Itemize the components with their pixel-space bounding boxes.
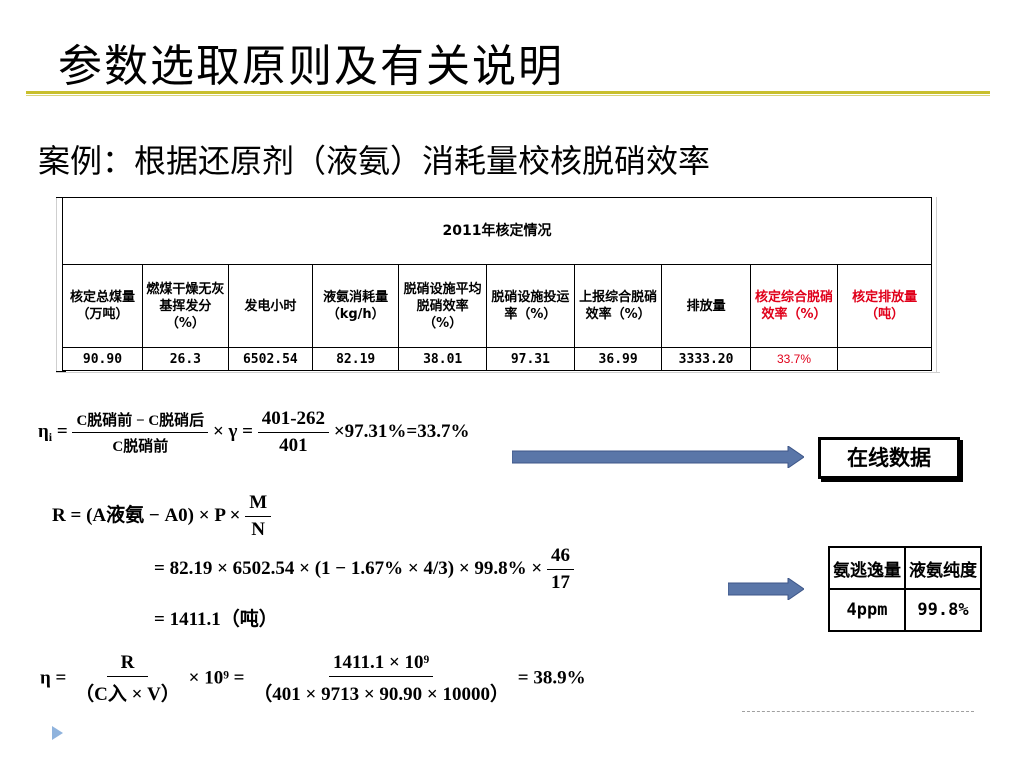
cell-hours: 6502.54 [227, 347, 314, 371]
table-row: 氨逃逸量 液氨纯度 [828, 546, 982, 590]
formula-efficiency-final: η = R （C入 × V） × 10⁹ = 1411.1 × 10⁹ （401… [40, 652, 586, 706]
cell-total-coal: 90.90 [62, 347, 143, 371]
verification-table: 2011年核定情况 核定总煤量（万吨） 燃煤干燥无灰基挥发分（%） 发电小时 液… [62, 197, 932, 371]
formula1-mult: × γ = [212, 420, 253, 442]
formula1-frac2-num: 401-262 [257, 408, 330, 433]
online-data-label: 在线数据 [818, 437, 960, 479]
header-verified-emission: 核定排放量（吨） [837, 264, 932, 348]
formula2-frac2-den: 17 [550, 572, 570, 593]
formula3-fraction2: 1411.1 × 10⁹ （401 × 9713 × 90.90 × 10000… [249, 652, 513, 706]
formula2-fraction2: 46 17 [546, 545, 574, 594]
formula3-frac2-den: （401 × 9713 × 90.90 × 10000） [253, 684, 509, 705]
formula-efficiency-concentration: ηi = C脱硝前 − C脱硝后 C脱硝前 × γ = 401-262 401 … [38, 408, 470, 457]
cell-verified-efficiency: 33.7% [749, 347, 839, 371]
page-title: 参数选取原则及有关说明 [58, 41, 564, 92]
mini-cell-ammonia-purity: 99.8% [904, 588, 982, 632]
table-header-row: 核定总煤量（万吨） 燃煤干燥无灰基挥发分（%） 发电小时 液氨消耗量（kg/h）… [62, 264, 932, 348]
header-avg-efficiency: 脱硝设施平均脱硝效率（%） [398, 264, 488, 348]
cell-reported-efficiency: 36.99 [573, 347, 663, 371]
formula2-frac-den: N [251, 519, 266, 540]
formula2-lhs: R = [52, 504, 82, 526]
formula1-lhs-sub: i [48, 429, 53, 444]
header-volatile: 燃煤干燥无灰基挥发分（%） [141, 264, 229, 348]
grid-line [56, 371, 66, 372]
grid-line [56, 197, 66, 198]
formula2-fraction: M N [245, 492, 272, 541]
title-underline [26, 91, 990, 94]
formula1-lhs: η [38, 420, 49, 442]
formula2-frac-num: M [245, 492, 272, 517]
cell-volatile: 26.3 [141, 347, 229, 371]
formula3-result: = 38.9% [517, 667, 586, 689]
formula1-den: C脱硝前 [112, 439, 169, 455]
header-ammonia: 液氨消耗量（kg/h） [312, 264, 400, 348]
arrow-right-icon [728, 578, 804, 600]
case-description: 案例：根据还原剂（液氨）消耗量校核脱硝效率 [38, 142, 711, 180]
formula-reductant-line2: = 82.19 × 6502.54 × (1 − 1.67% × 4/3) × … [154, 545, 574, 594]
mini-cell-ammonia-slip: 4ppm [828, 588, 906, 632]
formula3-frac1-den: （C入 × V） [75, 684, 180, 705]
grid-line [56, 372, 940, 373]
arrow-right-icon [512, 446, 804, 468]
formula1-fraction: C脱硝前 − C脱硝后 C脱硝前 [72, 409, 209, 456]
online-params-table: 氨逃逸量 液氨纯度 4ppm 99.8% [828, 546, 982, 632]
formula3-frac1-num: R [106, 652, 149, 677]
formula3-fraction1: R （C入 × V） [71, 652, 184, 706]
formula1-frac2-den: 401 [279, 435, 308, 456]
formula3-lhs: η = [40, 667, 67, 689]
grid-line [56, 197, 57, 373]
header-hours: 发电小时 [227, 264, 314, 348]
header-total-coal: 核定总煤量（万吨） [62, 264, 143, 348]
formula1-num: C脱硝前 − C脱硝后 [72, 409, 209, 433]
header-reported-efficiency: 上报综合脱硝效率（%） [573, 264, 663, 348]
cell-verified-emission [837, 347, 932, 371]
formula2-line2: = 82.19 × 6502.54 × (1 − 1.67% × 4/3) × … [154, 557, 543, 579]
header-verified-efficiency: 核定综合脱硝效率（%） [749, 264, 839, 348]
formula3-mid: × 10⁹ = [188, 667, 245, 689]
header-emission: 排放量 [661, 264, 751, 348]
mini-header-ammonia-purity: 液氨纯度 [904, 546, 982, 590]
play-triangle-icon [52, 726, 63, 740]
formula2-body: (A液氨 − A0) × P × [86, 504, 241, 526]
formula1-fraction2: 401-262 401 [257, 408, 330, 457]
cell-avg-efficiency: 38.01 [398, 347, 488, 371]
grid-line [936, 197, 937, 373]
formula1-result: ×97.31%=33.7% [333, 420, 470, 442]
cell-emission: 3333.20 [661, 347, 751, 371]
mini-header-ammonia-slip: 氨逃逸量 [828, 546, 906, 590]
formula-reductant-line3: = 1411.1（吨） [154, 609, 278, 630]
formula2-frac2-num: 46 [546, 545, 574, 570]
cell-ammonia: 82.19 [312, 347, 400, 371]
dashed-divider [742, 711, 974, 712]
formula3-frac2-num: 1411.1 × 10⁹ [329, 652, 434, 677]
cell-operation-rate: 97.31 [486, 347, 575, 371]
table-caption: 2011年核定情况 [62, 197, 932, 265]
formula-reductant-line1: R = (A液氨 − A0) × P × M N [52, 492, 272, 541]
title-underline-thin [26, 95, 990, 96]
table-row: 4ppm 99.8% [828, 588, 982, 632]
table-row: 90.90 26.3 6502.54 82.19 38.01 97.31 36.… [62, 347, 932, 371]
header-operation-rate: 脱硝设施投运率（%） [486, 264, 575, 348]
